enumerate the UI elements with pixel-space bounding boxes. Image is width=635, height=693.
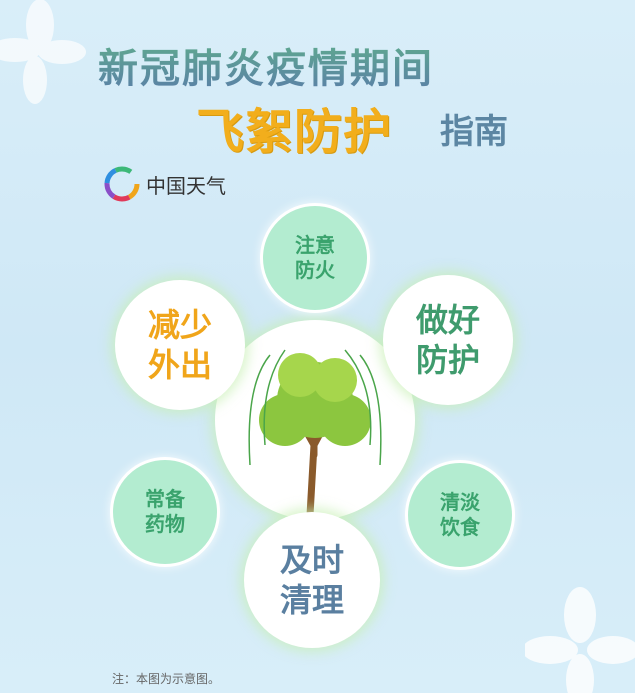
tip-text: 减少: [147, 306, 212, 344]
tip-timely-cleanup: 及时 清理: [244, 512, 380, 648]
title-highlight: 飞絮防护: [196, 104, 393, 160]
flower-decoration-icon: [0, 0, 86, 104]
willow-tree-icon: [248, 349, 382, 515]
tip-text: 做好: [415, 301, 480, 339]
flower-decoration-icon: [525, 587, 635, 693]
tip-text: 清淡: [440, 490, 480, 514]
weather-swirl-logo-icon: [104, 166, 140, 202]
tip-medicine: 常备 药物: [110, 457, 220, 567]
tip-text: 注意: [295, 233, 335, 257]
tip-stay-home: 减少 外出: [115, 280, 245, 410]
brand-name: 中国天气: [146, 173, 226, 198]
tip-text: 及时: [279, 541, 344, 579]
title-suffix: 指南: [440, 112, 508, 152]
tip-fire-prevention: 注意 防火: [260, 203, 370, 313]
center-tree-circle: [215, 320, 415, 520]
tip-text: 药物: [145, 512, 185, 536]
title-line1: 新冠肺炎疫情期间: [98, 36, 434, 94]
tip-light-diet: 清淡 饮食: [405, 460, 515, 570]
brand-logo: 中国天气: [104, 166, 226, 202]
tip-text: 外出: [147, 346, 212, 384]
tip-text: 清理: [279, 581, 344, 619]
tip-text: 常备: [145, 487, 185, 511]
tip-text: 防火: [295, 258, 335, 282]
tip-text: 防护: [415, 341, 480, 379]
tip-text: 饮食: [440, 515, 480, 539]
footer-note: 注：本图为示意图。: [112, 672, 221, 686]
tip-protection: 做好 防护: [383, 275, 513, 405]
